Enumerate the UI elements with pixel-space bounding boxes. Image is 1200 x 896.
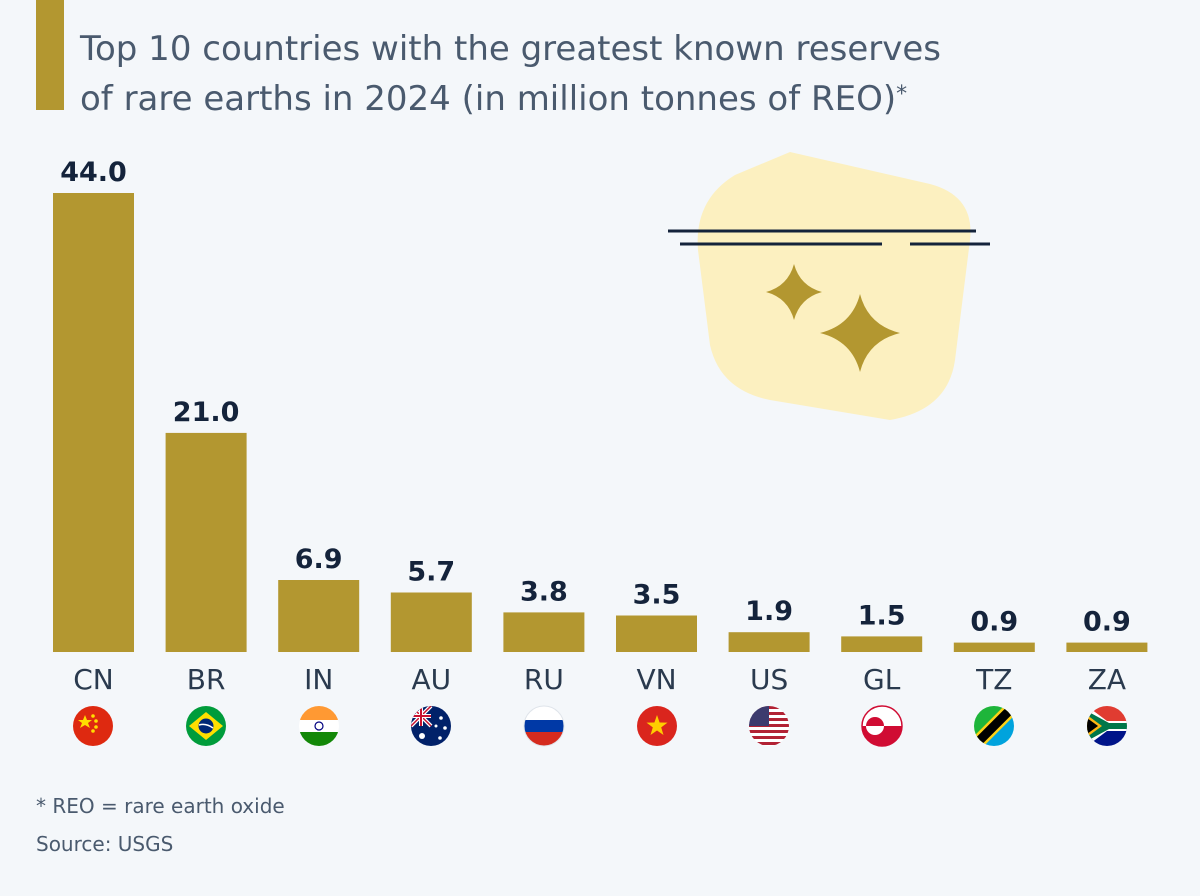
bar-au	[390, 592, 472, 652]
sparkle-illustration-icon	[668, 152, 990, 420]
tick-label-in: IN	[304, 663, 333, 696]
bar-tz	[953, 642, 1035, 652]
bars-layer: 44.0 CN 21.0 BR 6.9 IN 5.7 AU 3.8 RU 3.5 VN 1.9 US 1.5…	[53, 157, 1148, 696]
tick-label-cn: CN	[73, 663, 114, 696]
chart-title-line1: Top 10 countries with the greatest known…	[80, 29, 941, 69]
usa-flag-icon	[749, 706, 789, 746]
title-accent-bar	[36, 0, 64, 110]
bar-ru	[503, 612, 585, 652]
footnote: * REO = rare earth oxide	[36, 794, 285, 818]
bar-cn	[53, 193, 134, 652]
bar-us	[728, 632, 810, 652]
bar-br	[165, 432, 247, 652]
tick-label-au: AU	[411, 663, 451, 696]
tick-label-br: BR	[187, 663, 226, 696]
bar-gl	[841, 636, 923, 652]
value-label-br: 21.0	[173, 397, 240, 428]
value-label-us: 1.9	[745, 596, 793, 627]
australia-flag-icon	[411, 706, 451, 746]
chart-title-line2-text: of rare earths in 2024 (in million tonne…	[80, 79, 897, 119]
value-label-gl: 1.5	[858, 600, 906, 631]
greenland-flag-icon	[861, 705, 903, 747]
title-asterisk: *	[896, 82, 908, 107]
value-label-cn: 44.0	[60, 157, 127, 188]
value-label-ru: 3.8	[520, 576, 568, 607]
tick-label-vn: VN	[636, 663, 676, 696]
tick-label-tz: TZ	[975, 663, 1012, 696]
india-flag-icon	[299, 706, 339, 746]
value-label-vn: 3.5	[633, 580, 681, 611]
source-note: Source: USGS	[36, 832, 174, 856]
vietnam-flag-icon	[637, 706, 677, 746]
russia-flag-icon	[523, 705, 565, 747]
tick-label-gl: GL	[863, 663, 901, 696]
south-africa-flag-icon	[1087, 706, 1127, 746]
value-label-in: 6.9	[295, 544, 343, 575]
brazil-flag-icon	[186, 706, 226, 746]
tanzania-flag-icon	[974, 706, 1014, 746]
value-label-au: 5.7	[407, 557, 455, 588]
flags-layer	[73, 705, 1127, 747]
value-label-za: 0.9	[1083, 607, 1131, 638]
tick-label-us: US	[750, 663, 788, 696]
chart-title-line2: of rare earths in 2024 (in million tonne…	[80, 74, 1080, 124]
tick-label-za: ZA	[1088, 663, 1126, 696]
bar-in	[278, 580, 360, 652]
bar-za	[1066, 642, 1148, 652]
chart-title: Top 10 countries with the greatest known…	[80, 24, 1080, 124]
bar-vn	[616, 615, 697, 652]
china-flag-icon	[73, 706, 113, 746]
tick-label-ru: RU	[524, 663, 564, 696]
value-label-tz: 0.9	[970, 607, 1018, 638]
